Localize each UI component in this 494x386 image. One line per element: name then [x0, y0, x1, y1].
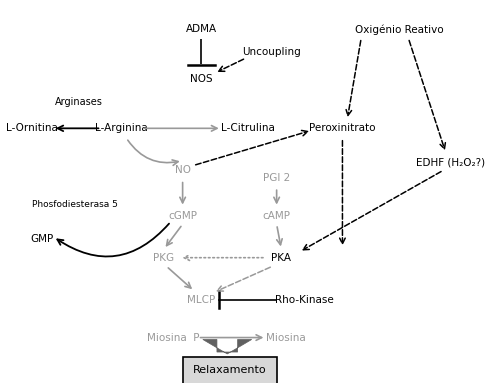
Text: Uncoupling: Uncoupling [243, 47, 301, 57]
Text: Miosina  P: Miosina P [147, 333, 200, 342]
Text: Miosina: Miosina [266, 333, 306, 342]
Text: GMP: GMP [30, 234, 53, 244]
Text: NO: NO [174, 165, 191, 175]
Text: PGI 2: PGI 2 [263, 173, 290, 183]
Text: Peroxinitrato: Peroxinitrato [309, 123, 376, 133]
Text: Arginases: Arginases [55, 97, 103, 107]
Text: MLCP: MLCP [187, 295, 215, 305]
Text: EDHF (H₂O₂?): EDHF (H₂O₂?) [416, 157, 485, 168]
Text: L-Arginina: L-Arginina [95, 123, 148, 133]
Text: Rho-Kinase: Rho-Kinase [276, 295, 334, 305]
Text: Phosfodiesterasa 5: Phosfodiesterasa 5 [32, 200, 118, 209]
Text: cGMP: cGMP [168, 211, 197, 221]
Text: PKG: PKG [153, 253, 174, 263]
Text: Relaxamento: Relaxamento [193, 365, 266, 375]
Text: PKA: PKA [271, 253, 291, 263]
Polygon shape [203, 339, 252, 354]
Text: cAMP: cAMP [263, 211, 290, 221]
Text: Oxigénio Reativo: Oxigénio Reativo [355, 24, 443, 35]
FancyBboxPatch shape [183, 357, 277, 386]
Text: L-Citrulina: L-Citrulina [221, 123, 275, 133]
Text: NOS: NOS [190, 74, 213, 84]
Text: L-Ornitina: L-Ornitina [6, 123, 58, 133]
Text: ADMA: ADMA [186, 24, 217, 34]
